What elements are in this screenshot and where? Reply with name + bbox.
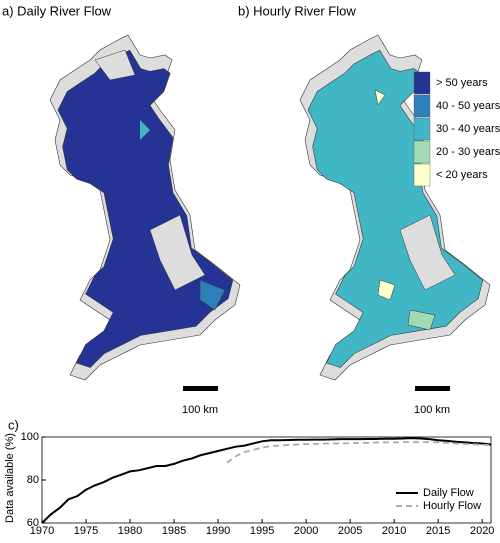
series-line — [226, 441, 492, 464]
legend-label: 20 - 30 years — [436, 146, 500, 158]
legend-swatch — [413, 94, 431, 118]
series-line — [41, 437, 492, 524]
x-tick-label: 1985 — [162, 525, 186, 537]
panel-title: b) Hourly River Flow — [238, 3, 356, 18]
legend-label: < 20 years — [436, 169, 488, 181]
legend-swatch — [413, 163, 431, 187]
legend-swatch — [413, 140, 431, 164]
legend-label: > 50 years — [436, 77, 488, 89]
x-tick-label: 1975 — [74, 525, 98, 537]
x-tick-label: 2015 — [426, 525, 450, 537]
y-tick-label: 80 — [27, 474, 39, 486]
x-tick-label: 1995 — [250, 525, 274, 537]
y-tick-label: 100 — [21, 431, 39, 443]
x-tick-label: 1980 — [118, 525, 142, 537]
scale-label: 100 km — [414, 404, 450, 416]
map-a: 100 km a) Daily River Flow — [2, 3, 241, 416]
legend-label: Hourly Flow — [423, 500, 481, 512]
x-tick-label: 1970 — [30, 525, 54, 537]
line-chart: c) Data available (%) 60 80 100 1970 1975 198… — [4, 417, 495, 536]
legend-label: 40 - 50 years — [436, 100, 500, 112]
chart-title: c) — [8, 417, 19, 432]
legend-label: Daily Flow — [423, 487, 474, 499]
x-tick-label: 2000 — [294, 525, 318, 537]
y-tick-label: 60 — [27, 517, 39, 529]
legend-swatch — [413, 117, 431, 141]
scale-label: 100 km — [182, 404, 218, 416]
map-b: 100 km b) Hourly River Flow — [238, 3, 491, 416]
x-tick-label: 2010 — [382, 525, 406, 537]
map-legend: > 50 years 40 - 50 years 30 - 40 years 20 -… — [413, 71, 500, 187]
y-axis-label: Data available (%) — [4, 433, 16, 523]
x-tick-label: 2005 — [338, 525, 362, 537]
legend-label: 30 - 40 years — [436, 123, 500, 135]
x-tick-label: 2020 — [470, 525, 494, 537]
legend-swatch — [413, 71, 431, 95]
x-tick-label: 1990 — [206, 525, 230, 537]
panel-title: a) Daily River Flow — [2, 3, 112, 18]
